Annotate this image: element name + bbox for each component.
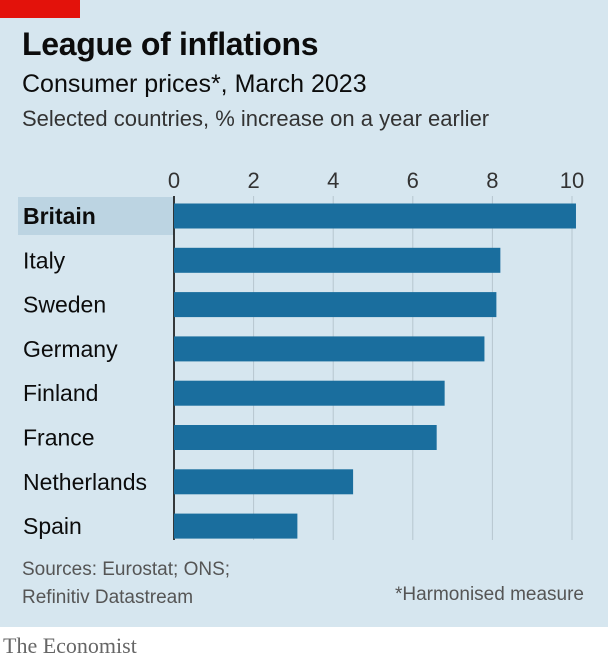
bar (174, 203, 576, 229)
category-label: Netherlands (23, 469, 147, 495)
x-tick-label: 4 (327, 168, 339, 193)
chart-subtitle: Consumer prices*, March 2023 (22, 70, 367, 98)
category-label: Spain (23, 513, 82, 539)
source-note: Sources: Eurostat; ONS; Refinitiv Datast… (22, 556, 230, 612)
bar (174, 292, 497, 318)
bar (174, 336, 485, 362)
bar (174, 513, 298, 539)
chart-description: Selected countries, % increase on a year… (22, 106, 490, 131)
x-tick-label: 0 (168, 168, 180, 193)
chart-panel: League of inflations Consumer prices*, M… (0, 0, 608, 627)
category-label: Britain (23, 203, 96, 229)
bar (174, 247, 501, 273)
bar-chart: 0 2 4 6 8 10 Britain Italy Sweden Germany Finland F… (18, 168, 584, 540)
source-line-2: Refinitiv Datastream (22, 587, 194, 608)
x-tick-label: 6 (407, 168, 419, 193)
source-line-1: Sources: Eurostat; ONS; (22, 559, 231, 580)
x-tick-label: 10 (560, 168, 584, 193)
x-tick-label: 8 (486, 168, 498, 193)
category-label: France (23, 425, 95, 451)
chart-title: League of inflations (22, 26, 319, 62)
category-label: Sweden (23, 292, 106, 318)
category-label: Finland (23, 380, 98, 406)
bar (174, 425, 437, 450)
bar (174, 380, 445, 406)
category-label: Germany (23, 336, 118, 362)
highlight-band (18, 197, 174, 235)
category-label: Italy (23, 247, 66, 273)
x-tick-label: 2 (247, 168, 259, 193)
brand-red-tag (0, 0, 80, 18)
economist-logo-text: The Economist (3, 633, 137, 658)
footnote: *Harmonised measure (394, 584, 584, 605)
bar (174, 469, 354, 495)
